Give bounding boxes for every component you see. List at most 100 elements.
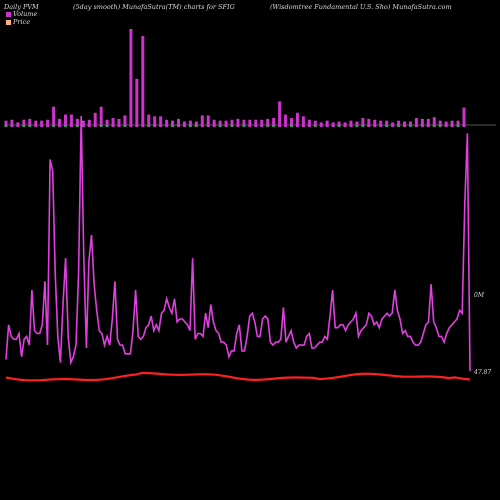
volume-bar-base xyxy=(290,125,294,127)
volume-bar-base xyxy=(153,125,157,127)
volume-bar-base xyxy=(105,125,109,127)
volume-bar-base xyxy=(111,125,115,127)
volume-bar-base xyxy=(254,125,258,127)
volume-bar xyxy=(224,120,228,125)
volume-bar xyxy=(4,120,8,125)
volume-bar-base xyxy=(367,125,371,127)
volume-bar xyxy=(319,122,323,125)
volume-bar xyxy=(403,121,407,125)
volume-bar xyxy=(331,122,335,125)
volume-bar xyxy=(236,118,240,125)
volume-bar-base xyxy=(444,125,448,127)
volume-bar-base xyxy=(206,125,210,127)
volume-bar-base xyxy=(69,125,73,127)
volume-bar-base xyxy=(28,125,32,127)
volume-bar-base xyxy=(75,125,79,127)
volume-bar xyxy=(129,29,133,125)
volume-bar-base xyxy=(462,125,466,127)
volume-bar-base xyxy=(87,125,91,127)
volume-bar xyxy=(385,120,389,125)
volume-bar xyxy=(218,120,222,125)
volume-bar-base xyxy=(22,125,26,127)
volume-bar xyxy=(87,119,91,125)
volume-bar-base xyxy=(218,125,222,127)
volume-bar-base xyxy=(40,125,44,127)
volume-bar xyxy=(206,115,210,125)
volume-bar-base xyxy=(16,125,20,127)
volume-bar-base xyxy=(260,125,264,127)
volume-bar xyxy=(242,119,246,125)
volume-bars xyxy=(4,29,466,127)
volume-bar xyxy=(93,112,97,125)
volume-bar-base xyxy=(236,125,240,127)
volume-bar-base xyxy=(46,125,50,127)
volume-bar xyxy=(200,115,204,125)
volume-bar-base xyxy=(63,125,67,127)
volume-bar-base xyxy=(248,125,252,127)
price-line xyxy=(5,371,471,382)
volume-bar xyxy=(58,118,62,125)
volume-bar-base xyxy=(391,125,395,127)
volume-bar xyxy=(194,121,198,125)
volume-bar-base xyxy=(426,125,430,127)
volume-bar xyxy=(373,119,377,125)
volume-bar-base xyxy=(34,125,38,127)
volume-bar xyxy=(361,118,365,125)
volume-bar-base xyxy=(379,125,383,127)
volume-line-label: 0M xyxy=(474,292,484,299)
volume-bar xyxy=(28,118,32,125)
volume-bar xyxy=(63,114,67,125)
volume-bar xyxy=(349,120,353,125)
volume-bar-base xyxy=(432,125,436,127)
volume-bar-base xyxy=(81,125,85,127)
header-right: (Wisdomtree Fundamental U.S. Sho) Munafa… xyxy=(270,3,452,11)
volume-bar-base xyxy=(450,125,454,127)
volume-bar xyxy=(379,120,383,125)
volume-bar-base xyxy=(408,125,412,127)
volume-bar-base xyxy=(117,125,121,127)
legend-volume-swatch xyxy=(6,11,11,17)
volume-bar xyxy=(284,114,288,125)
volume-bar-base xyxy=(397,125,401,127)
volume-bar xyxy=(147,114,151,125)
volume-bar xyxy=(426,118,430,125)
volume-bar xyxy=(260,119,264,125)
volume-bar-base xyxy=(266,125,270,127)
legend-volume: Volume xyxy=(6,10,37,18)
volume-bar-base xyxy=(135,125,139,127)
header-left: Daily PVM xyxy=(4,3,39,11)
volume-bar-base xyxy=(212,125,216,127)
volume-bar-base xyxy=(337,125,341,127)
volume-bar xyxy=(105,119,109,125)
volume-bar-base xyxy=(182,125,186,127)
volume-bar xyxy=(69,114,73,125)
header-center: (5day smooth) MunafaSutra(TM) charts for… xyxy=(73,3,235,11)
volume-bar xyxy=(165,119,169,125)
legend-price-label: Price xyxy=(13,18,31,26)
volume-bar xyxy=(432,117,436,125)
volume-bar xyxy=(81,120,85,125)
volume-bar xyxy=(355,121,359,125)
volume-bar xyxy=(313,120,317,125)
volume-bar xyxy=(40,120,44,125)
volume-bar-base xyxy=(10,125,14,127)
volume-bar-base xyxy=(93,125,97,127)
volume-bar-base xyxy=(188,125,192,127)
volume-bar xyxy=(438,120,442,125)
volume-bar xyxy=(212,119,216,125)
volume-bar xyxy=(176,118,180,125)
volume-bar-base xyxy=(200,125,204,127)
volume-bar-base xyxy=(385,125,389,127)
volume-bar xyxy=(135,78,139,125)
volume-bar-base xyxy=(99,125,103,127)
volume-bar xyxy=(153,116,157,125)
volume-bar xyxy=(301,116,305,125)
volume-bar-base xyxy=(242,125,246,127)
volume-bar-base xyxy=(313,125,317,127)
volume-bar xyxy=(408,121,412,125)
volume-bar xyxy=(444,121,448,125)
volume-bar-base xyxy=(373,125,377,127)
volume-bar-base xyxy=(159,125,163,127)
volume-bar xyxy=(159,116,163,125)
